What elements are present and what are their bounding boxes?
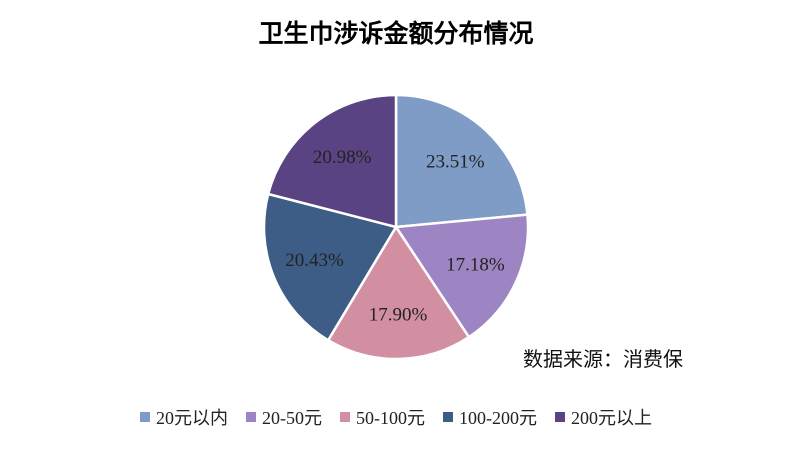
legend-item-1: 20元以内 [140,404,228,430]
legend-swatch [340,412,350,422]
slice-value-label-4: 20.43% [285,250,344,271]
chart-title: 卫生巾涉诉金额分布情况 [258,19,534,48]
legend-label: 20元以内 [156,408,228,428]
slice-value-label-2: 17.18% [446,254,505,275]
pie-slice-1 [394,93,529,229]
legend-item-4: 100-200元 [443,404,537,430]
legend-swatch [246,412,256,422]
legend-item-2: 20-50元 [246,404,322,430]
legend-swatch [140,412,150,422]
slice-value-label-3: 17.90% [369,304,428,325]
source-note: 数据来源：消费保 [523,347,683,371]
legend-label: 20-50元 [262,408,322,428]
slice-value-label-1: 23.51% [426,151,485,172]
slice-value-label-5: 20.98% [313,147,372,168]
pie-slice-4 [262,192,398,342]
legend: 20元以内 20-50元 50-100元 100-200元 200元以上 [0,404,792,430]
legend-label: 200元以上 [571,408,652,428]
legend-swatch [555,412,565,422]
legend-item-3: 50-100元 [340,404,425,430]
legend-swatch [443,412,453,422]
legend-label: 50-100元 [356,408,425,428]
pie-slice-3 [326,224,471,361]
pie-slice-2 [393,213,530,339]
legend-label: 100-200元 [459,408,537,428]
legend-item-5: 200元以上 [555,404,652,430]
pie-slice-5 [266,93,398,229]
